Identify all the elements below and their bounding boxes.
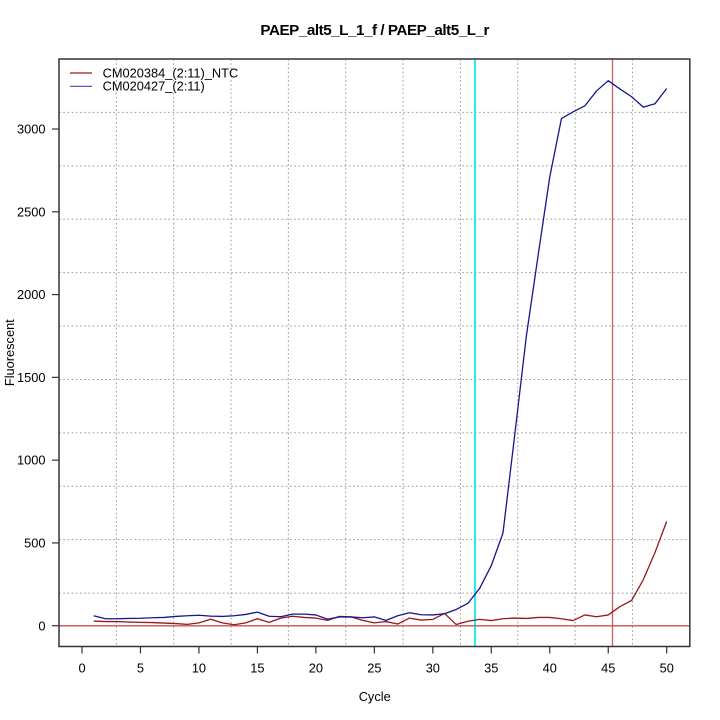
svg-text:CM020384_(2:11)_NTC: CM020384_(2:11)_NTC	[103, 65, 239, 80]
svg-text:20: 20	[309, 661, 323, 676]
svg-text:30: 30	[426, 661, 440, 676]
svg-text:Fluorescent: Fluorescent	[2, 319, 17, 386]
svg-text:2000: 2000	[17, 287, 45, 302]
svg-text:50: 50	[660, 661, 674, 676]
svg-text:25: 25	[367, 661, 381, 676]
svg-text:0: 0	[78, 661, 85, 676]
svg-text:PAEP_alt5_L_1_f / PAEP_alt5_L_: PAEP_alt5_L_1_f / PAEP_alt5_L_r	[260, 22, 489, 39]
svg-text:15: 15	[250, 661, 264, 676]
svg-text:500: 500	[24, 536, 45, 551]
svg-text:Cycle: Cycle	[359, 689, 391, 704]
svg-text:0: 0	[38, 618, 45, 633]
svg-text:3000: 3000	[17, 122, 45, 137]
svg-text:2500: 2500	[17, 204, 45, 219]
svg-text:35: 35	[484, 661, 498, 676]
svg-text:40: 40	[543, 661, 557, 676]
svg-text:1000: 1000	[17, 453, 45, 468]
svg-text:10: 10	[192, 661, 206, 676]
svg-text:1500: 1500	[17, 370, 45, 385]
svg-text:5: 5	[137, 661, 144, 676]
svg-text:CM020427_(2:11): CM020427_(2:11)	[103, 79, 205, 94]
svg-text:45: 45	[601, 661, 615, 676]
